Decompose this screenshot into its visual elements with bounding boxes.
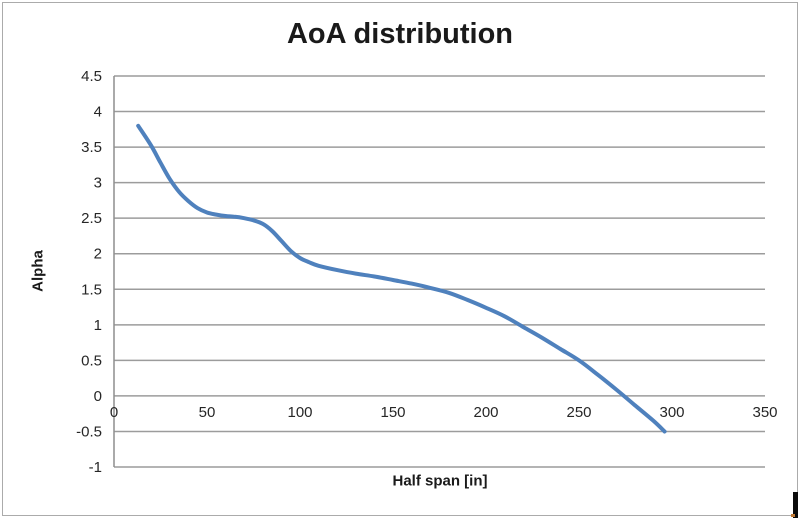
x-axis-title: Half span [in] — [392, 472, 488, 490]
y-tick-label: 4 — [94, 104, 102, 121]
y-tick-label: 0 — [94, 388, 102, 405]
screen-edge-artifact — [793, 492, 798, 518]
x-tick-label: 250 — [566, 404, 591, 421]
y-tick-label: 2.5 — [81, 210, 102, 227]
x-tick-label: 350 — [752, 404, 777, 421]
series-line — [136, 123, 667, 434]
y-tick-label: 3.5 — [81, 139, 102, 156]
y-tick-label: -1 — [89, 459, 102, 476]
y-tick-label: -0.5 — [76, 423, 102, 440]
y-tick-label: 0.5 — [81, 352, 102, 369]
x-tick-label: 0 — [110, 404, 118, 421]
y-tick-label: 2 — [94, 246, 102, 263]
x-tick-label: 100 — [287, 404, 312, 421]
screen-edge-artifact-speck — [791, 514, 795, 517]
y-tick-label: 1 — [94, 317, 102, 334]
x-tick-label: 300 — [659, 404, 684, 421]
y-tick-label: 3 — [94, 175, 102, 192]
x-tick-label: 50 — [199, 404, 216, 421]
y-tick-label: 1.5 — [81, 281, 102, 298]
y-tick-label: 4.5 — [81, 68, 102, 85]
x-tick-label: 150 — [380, 404, 405, 421]
chart-title: AoA distribution — [286, 18, 514, 50]
x-tick-label: 200 — [473, 404, 498, 421]
